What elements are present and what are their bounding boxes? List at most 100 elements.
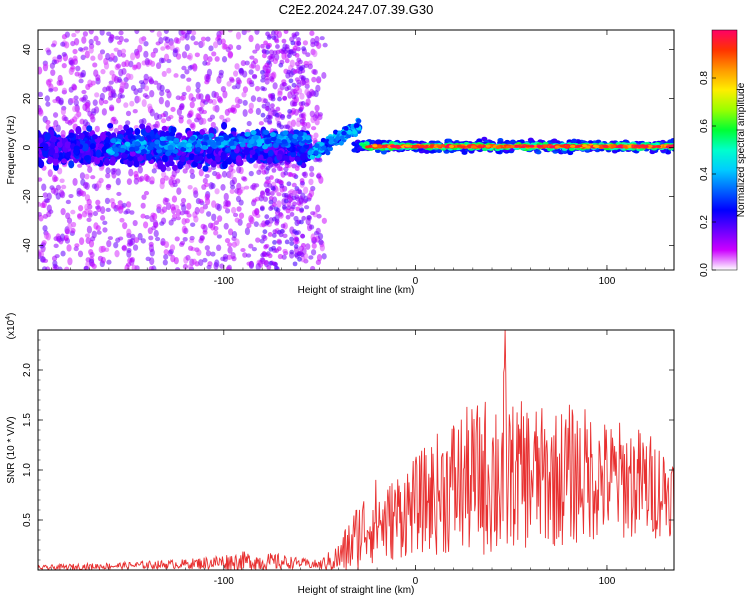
spectrum-blob (125, 110, 132, 117)
spectrum-blob (274, 38, 280, 44)
spectrum-blob (310, 265, 316, 270)
spectrum-blob (57, 167, 63, 175)
spectrum-blob (356, 118, 362, 124)
spectrum-blob (73, 145, 80, 152)
spectrum-blob (90, 175, 96, 180)
spectrum-blob (294, 61, 300, 67)
spectrum-blob (262, 144, 269, 150)
spectrum-blob (68, 132, 75, 139)
spectrum-blob (191, 258, 197, 265)
spectrum-blob (55, 96, 61, 102)
spectrum-blob (227, 246, 233, 254)
spectrum-blob (269, 191, 275, 196)
spectrum-blob (162, 197, 168, 206)
spectrum-blob (128, 168, 134, 177)
spectrum-blob (341, 130, 347, 136)
spectrum-blob (231, 230, 238, 239)
spectrum-blob (105, 172, 111, 179)
spectrum-blob (260, 190, 265, 196)
spectrum-blob (216, 234, 222, 239)
spectrum-blob (234, 217, 240, 223)
spectrum-blob (267, 183, 273, 188)
spectrum-blob (291, 82, 297, 88)
spectrum-blob (244, 60, 250, 66)
spectrum-blob (140, 213, 146, 219)
spectrum-blob (212, 105, 218, 112)
spectrum-blob (268, 260, 274, 266)
spectrum-blob (46, 192, 52, 201)
spectrum-blob (96, 204, 102, 213)
spectrum-blob (300, 76, 306, 82)
spectrum-blob (200, 36, 207, 42)
spectrum-blob (216, 203, 222, 212)
spectrum-blob (143, 50, 149, 58)
spectrum-blob (191, 30, 197, 36)
spectrum-blob (304, 79, 310, 87)
spectrum-blob (240, 60, 246, 67)
spectrum-blob (158, 37, 164, 45)
spectrum-blob (148, 235, 154, 241)
spectrum-blob (87, 79, 93, 86)
spectrum-blob (52, 260, 58, 267)
spectrum-blob (122, 222, 128, 230)
spectrum-blob (42, 192, 48, 198)
spectrum-blob (74, 113, 80, 120)
spectrum-blob (254, 85, 261, 92)
spectrum-blob (49, 147, 56, 156)
spectrum-blob (321, 217, 327, 224)
spectrum-blob (139, 175, 145, 182)
spectrum-blob (60, 208, 66, 216)
spectrum-blob (267, 149, 274, 157)
spectrum-blob (83, 155, 90, 161)
spectrum-blob (99, 214, 106, 221)
spectrum-blob (38, 107, 43, 115)
spectrum-blob (179, 102, 185, 111)
spectrum-blob (260, 85, 266, 91)
spectrum-blob (235, 103, 241, 109)
spectrum-blob (151, 225, 157, 231)
spectrum-blob (77, 250, 84, 258)
spectrum-blob (141, 148, 148, 154)
spectrum-blob (94, 156, 101, 165)
spectrum-blob (137, 165, 143, 174)
spectrum-blob (82, 31, 88, 37)
spectrum-blob (509, 139, 516, 144)
spectrum-blob (223, 192, 229, 201)
spectrum-blob (207, 98, 213, 104)
spectrum-blob (38, 137, 44, 144)
spectrum-blob (89, 113, 95, 120)
spectrum-blob (103, 157, 110, 166)
spectrum-blob (292, 201, 297, 207)
spectrum-blob (203, 134, 210, 140)
spectrum-blob (219, 114, 225, 120)
spectrum-blob (171, 195, 178, 203)
spectrum-blob (138, 80, 145, 85)
spectrum-blob (289, 241, 295, 246)
spectrum-blob (321, 145, 327, 151)
spectrum-blob (210, 121, 216, 128)
spectrum-blob (327, 146, 333, 152)
spectrum-blob (264, 219, 270, 225)
spectrum-blob (158, 57, 165, 64)
spectrum-blob (137, 87, 143, 93)
spectrum-blob (551, 138, 558, 143)
spectrum-blob (115, 63, 122, 69)
spectrum-blob (86, 225, 93, 234)
spectrum-blob (203, 53, 209, 62)
spectrum-blob (106, 259, 112, 265)
spectrum-blob (308, 255, 314, 260)
spectrum-blob (314, 118, 320, 126)
spectrum-blob (293, 108, 299, 116)
spectrum-blob (73, 95, 79, 101)
spectrum-blob (160, 46, 166, 51)
spectrum-blob (118, 236, 124, 241)
spectrum-blob (107, 236, 113, 241)
spectrum-blob (38, 159, 45, 169)
spectrum-blob (258, 121, 264, 126)
spectrum-blob (285, 214, 291, 220)
spectrum-blob (132, 219, 138, 227)
spectrum-blob (238, 67, 244, 74)
spectrum-blob (94, 125, 100, 133)
spectrum-blob (234, 96, 241, 104)
spectrum-blob (243, 147, 250, 156)
